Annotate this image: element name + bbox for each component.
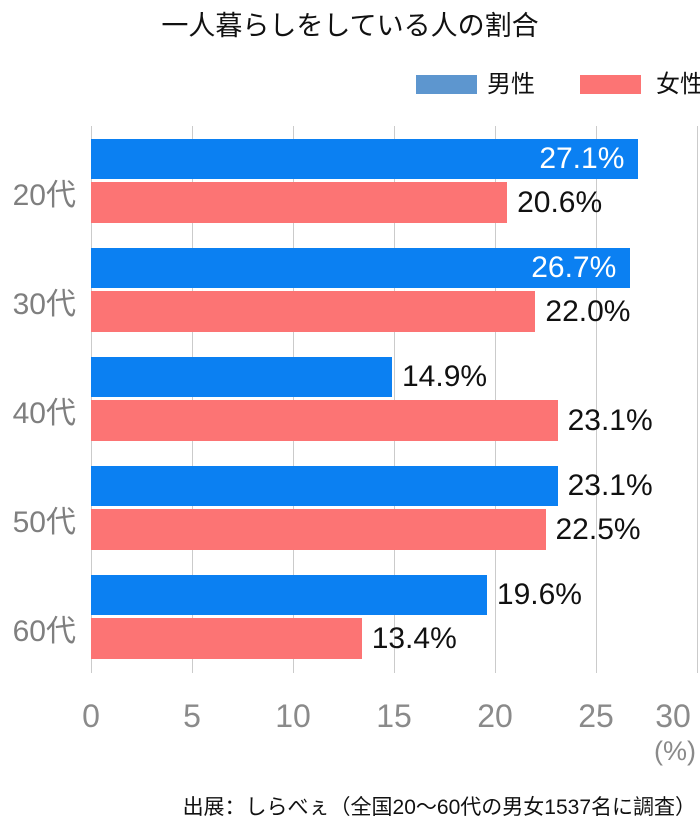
gridline	[293, 126, 294, 673]
gridline	[394, 126, 395, 673]
gridline	[91, 126, 92, 673]
gridline	[495, 126, 496, 673]
bar-male	[91, 248, 631, 288]
category-label: 20代	[12, 179, 76, 212]
value-label: 13.4%	[371, 622, 457, 655]
category-label: 40代	[12, 397, 76, 430]
legend-male-swatch-icon	[416, 75, 477, 94]
bar-female	[91, 182, 508, 223]
legend-male-label: 男性	[487, 71, 535, 98]
source-note: 出展：しらべぇ（全国20～60代の男女1537名に調査）	[182, 796, 696, 819]
x-axis-ticks: 0 5 10 15 20 25 30	[82, 697, 697, 735]
gridline	[596, 126, 597, 673]
bar-male	[91, 139, 639, 179]
value-label: 19.6%	[496, 578, 582, 611]
bar-male	[91, 466, 558, 506]
legend-female-label: 女性	[656, 71, 700, 98]
value-label: 26.7%	[531, 251, 617, 284]
x-tick-label: 10	[275, 698, 311, 734]
category-label: 50代	[12, 506, 76, 539]
x-tick-label: 20	[477, 698, 513, 734]
x-tick-label: 0	[82, 698, 100, 734]
value-label: 27.1%	[539, 142, 625, 175]
category-axis: 20代 30代 40代 50代 60代	[0, 126, 76, 673]
legend-female-swatch-icon	[580, 75, 641, 94]
value-label: 22.0%	[545, 295, 631, 328]
x-tick-label: 5	[183, 698, 201, 734]
value-label: 20.6%	[517, 186, 603, 219]
bar-female	[91, 618, 362, 659]
value-label: 23.1%	[567, 404, 653, 437]
gridline	[697, 126, 698, 673]
plot-area: 27.1% 20.6% 26.7% 22.0% 14.9% 23.1% 23.1% 22.5%…	[91, 126, 698, 673]
chart-title: 一人暮らしをしている人の割合	[161, 11, 539, 41]
bar-female	[91, 509, 546, 550]
x-tick-label: 15	[376, 698, 412, 734]
gridline	[192, 126, 193, 673]
x-tick-label: 30	[655, 698, 691, 734]
value-label: 14.9%	[402, 360, 488, 393]
bar-female	[91, 400, 558, 441]
category-label: 30代	[12, 288, 76, 321]
x-axis-unit-label: (%)	[654, 736, 696, 766]
bar-male	[91, 357, 392, 397]
x-tick-label: 25	[578, 698, 614, 734]
value-label: 23.1%	[567, 469, 653, 502]
bar-female	[91, 291, 536, 332]
category-label: 60代	[12, 615, 76, 648]
value-label: 22.5%	[555, 513, 641, 546]
bar-male	[91, 575, 487, 615]
